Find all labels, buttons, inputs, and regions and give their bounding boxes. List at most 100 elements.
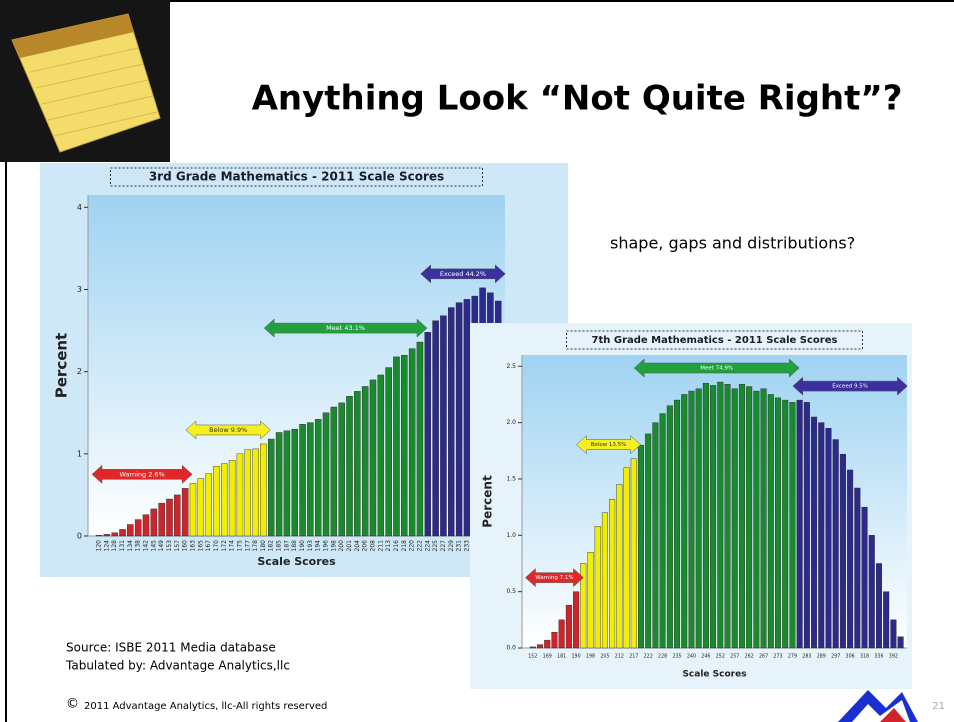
bar xyxy=(875,563,882,649)
x-tick-label: 193 xyxy=(307,540,314,552)
bar xyxy=(832,439,839,649)
copyright-symbol: © xyxy=(66,697,79,712)
annotation: Exceed 9.5% xyxy=(832,384,868,390)
bar xyxy=(659,413,666,649)
bar xyxy=(818,422,825,649)
bar xyxy=(142,514,150,537)
y-axis-label: Percent xyxy=(53,333,71,398)
bar xyxy=(861,506,868,649)
bar xyxy=(760,388,767,649)
chart-title: 7th Grade Mathematics - 2011 Scale Score… xyxy=(592,335,838,346)
x-tick-label: 128 xyxy=(111,540,118,552)
x-tick-label: 174 xyxy=(229,540,236,552)
y-tick-label: 2 xyxy=(77,367,82,376)
x-tick-label: 180 xyxy=(260,540,267,552)
x-tick-label: 142 xyxy=(143,540,150,552)
x-tick-label: 182 xyxy=(268,540,275,552)
bar xyxy=(702,382,709,649)
logo xyxy=(838,690,918,722)
annotation: Meet 43.1% xyxy=(326,324,365,332)
y-tick-label: 2.5 xyxy=(506,363,516,370)
bar xyxy=(314,419,322,537)
x-tick-label: 172 xyxy=(221,540,228,552)
page-number: 21 xyxy=(932,701,945,712)
annotation: Warning 7.1% xyxy=(535,575,573,581)
x-tick-label: 297 xyxy=(831,654,840,660)
y-tick-label: 0.0 xyxy=(506,645,516,652)
bar xyxy=(767,394,774,649)
bar xyxy=(551,632,558,649)
bar xyxy=(609,499,616,649)
bar xyxy=(134,519,142,537)
x-tick-label: 149 xyxy=(158,540,165,552)
bar xyxy=(338,402,345,537)
annotation: Below 9.9% xyxy=(209,426,247,434)
bar xyxy=(537,644,544,649)
bar xyxy=(260,443,267,537)
notepad-image xyxy=(0,0,170,162)
y-tick-label: 4 xyxy=(77,203,82,212)
bar xyxy=(731,388,738,649)
x-tick-label: 318 xyxy=(860,654,869,660)
bar xyxy=(236,453,244,537)
bar xyxy=(346,396,353,537)
x-tick-label: 273 xyxy=(773,654,782,660)
charts: 3rd Grade Mathematics - 2011 Scale Score… xyxy=(40,163,912,689)
bar xyxy=(789,402,796,649)
bar xyxy=(803,402,810,649)
x-tick-label: 262 xyxy=(745,654,754,660)
x-tick-label: 218 xyxy=(401,540,408,552)
annotation-arrow xyxy=(420,264,506,284)
x-tick-label: 267 xyxy=(759,654,768,660)
bar xyxy=(455,302,463,537)
x-tick-label: 222 xyxy=(644,654,653,660)
y-tick-label: 0.5 xyxy=(506,588,516,595)
bar xyxy=(377,374,385,537)
bar xyxy=(753,390,760,649)
bar xyxy=(440,315,447,537)
bar xyxy=(244,449,252,537)
x-tick-label: 213 xyxy=(385,540,392,552)
x-tick-label: 157 xyxy=(174,540,181,552)
copyright: 2011 Advantage Analytics, llc-All rights… xyxy=(84,701,327,712)
bar xyxy=(587,552,594,649)
bar xyxy=(573,591,580,649)
bar xyxy=(796,399,803,649)
x-tick-label: 201 xyxy=(346,540,353,552)
bar xyxy=(299,424,306,537)
x-tick-label: 217 xyxy=(629,654,638,660)
bar xyxy=(580,563,587,649)
x-tick-label: 222 xyxy=(416,540,423,552)
annotation: Exceed 44.2% xyxy=(440,270,486,278)
bar xyxy=(839,453,846,649)
bar xyxy=(401,355,408,537)
x-tick-label: 279 xyxy=(788,654,797,660)
slide-title: Anything Look “Not Quite Right”? xyxy=(252,79,903,119)
x-tick-label: 220 xyxy=(409,540,416,552)
x-tick-label: 170 xyxy=(213,540,220,552)
x-tick-label: 231 xyxy=(456,540,463,552)
x-axis-label: Scale Scores xyxy=(682,670,746,680)
x-tick-label: 257 xyxy=(730,654,739,660)
y-tick-label: 1 xyxy=(77,449,82,458)
bar xyxy=(847,469,854,649)
y-axis-label: Percent xyxy=(481,475,495,528)
bar xyxy=(158,502,165,537)
chart-title-box xyxy=(110,167,483,187)
x-tick-label: 233 xyxy=(463,540,470,552)
y-tick-label: 2.0 xyxy=(506,419,516,426)
x-tick-label: 306 xyxy=(846,654,855,660)
y-tick-label: 1.5 xyxy=(506,475,516,482)
bar xyxy=(354,391,361,537)
bar xyxy=(825,428,832,649)
bar xyxy=(119,529,126,537)
bar xyxy=(205,473,212,537)
annotation-arrow xyxy=(91,464,193,484)
bar xyxy=(674,399,681,649)
bar xyxy=(307,422,314,537)
x-tick-label: 225 xyxy=(432,540,439,552)
bar xyxy=(811,416,818,649)
annotation: Warning 2.6% xyxy=(119,470,164,478)
